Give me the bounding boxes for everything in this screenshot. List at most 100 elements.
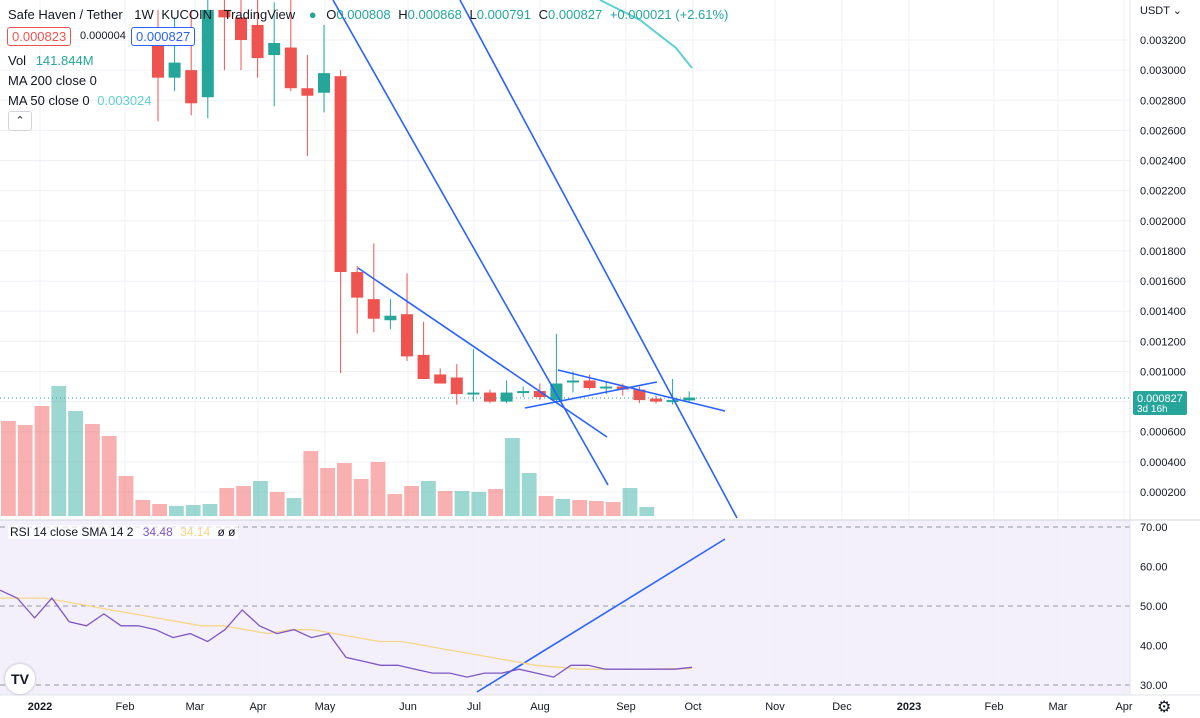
symbol-name[interactable]: Safe Haven / Tether [8, 7, 123, 22]
volume-bar [68, 411, 83, 516]
volume-bar [185, 505, 201, 516]
candle-body[interactable] [384, 315, 397, 321]
candle-body[interactable] [318, 73, 330, 93]
ohlc-low-value: 0.000791 [476, 7, 531, 22]
price-tick-label: 0.001200 [1140, 336, 1186, 348]
candle-body[interactable] [301, 88, 314, 96]
volume-bar [404, 486, 419, 516]
rsi-tick-label: 50.00 [1140, 601, 1168, 613]
price-tick-label: 0.001600 [1140, 276, 1186, 288]
candle-body[interactable] [218, 9, 231, 18]
trendline[interactable] [459, 0, 738, 519]
rsi-tick-label: 70.00 [1140, 522, 1168, 534]
candle-body[interactable] [666, 400, 679, 403]
price-tick-label: 0.003200 [1140, 35, 1186, 47]
rsi-sma-value: 34.14 [180, 525, 211, 539]
ma200-legend[interactable]: MA 200 close 0 [8, 73, 97, 88]
volume-bar [454, 491, 470, 516]
trendline[interactable] [357, 267, 608, 438]
candle-body[interactable] [401, 314, 413, 357]
volume-bar [622, 488, 638, 516]
candle-body[interactable] [517, 391, 530, 394]
time-tick-label: May [315, 701, 336, 713]
candle-body[interactable] [500, 392, 513, 402]
volume-bar [253, 481, 268, 516]
gear-icon[interactable]: ⚙ [1157, 699, 1172, 716]
time-tick-label: Apr [249, 701, 266, 713]
candle-body[interactable] [334, 76, 347, 273]
status-dot-icon: ● [308, 7, 317, 22]
candle-body[interactable] [633, 389, 646, 401]
rsi-tick-label: 60.00 [1140, 562, 1168, 574]
candle-body[interactable] [417, 354, 430, 379]
rsi-line [0, 589, 693, 678]
candle-body[interactable] [152, 40, 164, 78]
sell-price-button[interactable]: 0.000823 [7, 27, 72, 46]
candle-body[interactable] [484, 392, 496, 402]
candle-body[interactable] [583, 380, 596, 389]
ohlc-high-label: H [398, 7, 408, 22]
candle-body[interactable] [434, 374, 447, 384]
candle-body[interactable] [201, 9, 214, 98]
time-tick-label: 2022 [28, 701, 52, 713]
volume-bar [1, 421, 16, 516]
trendline[interactable] [476, 538, 726, 693]
tradingview-logo-icon[interactable]: TV [5, 664, 35, 694]
volume-bar [219, 488, 235, 516]
candle-body[interactable] [600, 386, 613, 389]
price-tick-label: 0.001400 [1140, 306, 1186, 318]
interval[interactable]: 1W [134, 7, 154, 22]
collapse-legend-button[interactable]: ⌃ [8, 111, 32, 131]
time-tick-label: Aug [530, 701, 550, 713]
volume-bar [505, 438, 520, 516]
candle-body[interactable] [467, 392, 480, 395]
candle-body[interactable] [533, 391, 546, 398]
ohlc-close-label: C [538, 7, 548, 22]
candle-body[interactable] [450, 377, 463, 395]
price-tick-label: 0.001000 [1140, 366, 1186, 378]
time-tick-label: Jun [399, 701, 417, 713]
volume-bar [387, 494, 403, 516]
rsi-legend[interactable]: RSI 14 close SMA 14 2 34.48 34.14 ø ø [8, 525, 238, 539]
exchange: KUCOIN [161, 7, 212, 22]
volume-bar [370, 462, 386, 516]
spread-value: 0.000004 [80, 30, 126, 42]
candle-body[interactable] [284, 47, 297, 89]
volume-bar [572, 500, 587, 516]
candle-body[interactable] [367, 299, 380, 319]
candle-body[interactable] [683, 397, 696, 401]
buy-price-button[interactable]: 0.000827 [131, 27, 196, 46]
trendline[interactable] [332, 0, 609, 486]
volume-legend[interactable]: Vol 141.844M [8, 53, 94, 68]
volume-bar [303, 451, 319, 516]
volume-bar [135, 500, 151, 516]
candle-body[interactable] [351, 272, 364, 298]
candle-body[interactable] [185, 70, 198, 104]
candle-body[interactable] [567, 380, 579, 383]
price-tick-label: 0.003000 [1140, 65, 1186, 77]
volume-bar [353, 479, 369, 516]
volume-bar [538, 496, 554, 516]
candle-body[interactable] [650, 398, 662, 402]
ohlc-low-label: L [469, 7, 477, 22]
ma50-legend[interactable]: MA 50 close 0 0.003024 [8, 93, 152, 108]
candle-body[interactable] [235, 17, 247, 40]
candle-body[interactable] [268, 43, 281, 56]
ohlc-close-value: 0.000827 [547, 7, 603, 22]
volume-bar [85, 424, 100, 516]
ohlc-open-value: 0.000808 [336, 7, 391, 22]
candle-body[interactable] [251, 24, 264, 59]
time-tick-label: 2023 [897, 701, 921, 713]
time-tick-label: Mar [186, 701, 205, 713]
trendline[interactable] [524, 381, 658, 409]
price-change: +0.000021 (+2.61%) [609, 7, 729, 22]
candle-body[interactable] [168, 62, 181, 78]
volume-bar [488, 489, 503, 516]
volume-bar [639, 507, 655, 516]
price-tick-label: 0.002200 [1140, 186, 1186, 198]
volume-bar [236, 486, 251, 516]
currency-label[interactable]: USDT ⌄ [1140, 5, 1182, 17]
trendline[interactable] [557, 369, 726, 412]
volume-bar [17, 425, 33, 516]
